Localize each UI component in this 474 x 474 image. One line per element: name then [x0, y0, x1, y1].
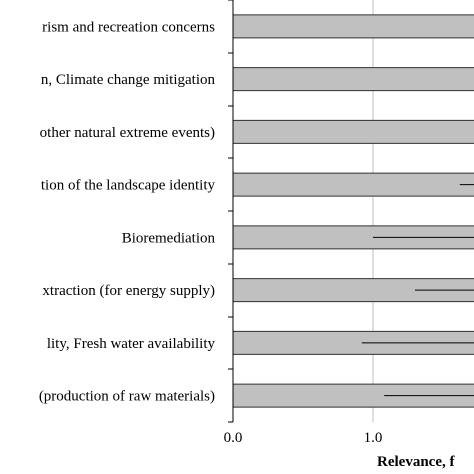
category-label: xtraction (for energy supply): [42, 283, 215, 299]
bars-group: [232, 14, 474, 408]
category-label: rism and recreation concerns: [42, 19, 215, 35]
category-label: Bioremediation: [122, 230, 216, 246]
y-ticks-group: [228, 0, 233, 423]
bar: [232, 14, 474, 39]
x-tick-label-0: 0.0: [224, 430, 243, 446]
bar: [232, 119, 474, 144]
category-label: other natural extreme events): [40, 125, 215, 141]
category-labels: rism and recreation concerns n, Climate c…: [39, 19, 216, 404]
bar: [232, 67, 474, 92]
category-label: n, Climate change mitigation: [41, 72, 216, 88]
category-label: (production of raw materials): [39, 389, 215, 405]
bar: [232, 172, 474, 197]
category-label: tion of the landscape identity: [41, 178, 216, 194]
category-label: lity, Fresh water availability: [47, 336, 216, 352]
x-tick-label-1: 1.0: [364, 430, 383, 446]
x-axis-title: Relevance, f: [377, 454, 455, 470]
